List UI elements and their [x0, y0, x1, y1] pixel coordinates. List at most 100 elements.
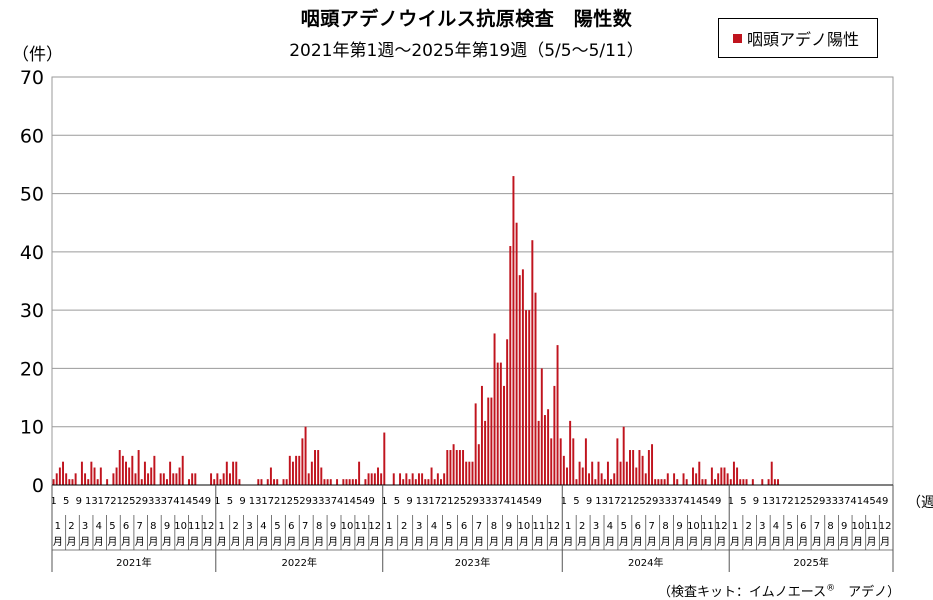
- bar: [710, 467, 713, 485]
- month-label: 7: [137, 521, 143, 532]
- week-tick-label: 41: [504, 496, 517, 507]
- month-suffix: 月: [176, 536, 186, 548]
- bar: [326, 479, 329, 485]
- bar: [556, 345, 559, 485]
- bar: [408, 479, 411, 485]
- bar: [181, 455, 184, 485]
- bar: [121, 455, 124, 485]
- bar: [499, 362, 502, 485]
- bar: [597, 461, 600, 485]
- bar: [266, 479, 269, 485]
- bar: [188, 479, 190, 485]
- month-suffix: 月: [272, 536, 282, 548]
- bar: [714, 479, 717, 485]
- y-tick-label: 30: [20, 300, 44, 322]
- bar: [345, 479, 348, 485]
- month-label: 11: [701, 521, 714, 532]
- bar: [65, 473, 68, 485]
- bar: [282, 479, 285, 485]
- bar: [594, 479, 597, 485]
- bar: [572, 438, 575, 485]
- week-tick-label: 1: [728, 496, 734, 507]
- month-suffix: 月: [633, 536, 643, 548]
- month-suffix: 月: [661, 536, 671, 548]
- year-label: 2023年: [455, 556, 490, 569]
- bar: [295, 455, 298, 485]
- bar: [569, 420, 572, 485]
- month-suffix: 月: [853, 536, 863, 548]
- bar: [503, 385, 505, 485]
- bar: [622, 426, 625, 485]
- week-tick-label: 9: [406, 496, 412, 507]
- week-tick-label: 45: [350, 496, 363, 507]
- week-tick-label: 21: [620, 496, 633, 507]
- month-label: 6: [800, 521, 806, 532]
- month-suffix: 月: [716, 536, 726, 548]
- bar: [58, 467, 61, 485]
- week-tick-label: 1: [214, 496, 220, 507]
- month-label: 1: [55, 521, 61, 532]
- year-label: 2024年: [628, 556, 663, 569]
- y-tick-label: 50: [20, 184, 44, 206]
- bar: [559, 438, 562, 485]
- bar: [638, 450, 641, 485]
- bar: [348, 479, 351, 485]
- month-suffix: 月: [489, 536, 499, 548]
- month-suffix: 月: [812, 536, 822, 548]
- legend: 咽頭アデノ陽性: [718, 18, 878, 58]
- bar: [729, 479, 732, 485]
- bar: [452, 444, 455, 485]
- bar: [147, 473, 150, 485]
- month-label: 7: [302, 521, 308, 532]
- bar: [269, 467, 272, 485]
- month-suffix: 月: [66, 536, 76, 548]
- month-suffix: 月: [839, 536, 849, 548]
- bar: [298, 455, 301, 485]
- month-label: 3: [246, 521, 252, 532]
- bar: [660, 479, 663, 485]
- bar: [584, 438, 587, 485]
- month-suffix: 月: [429, 536, 439, 548]
- bar: [663, 479, 666, 485]
- bar: [216, 473, 219, 485]
- week-tick-label: 49: [876, 496, 889, 507]
- month-label: 9: [330, 521, 336, 532]
- bar: [657, 479, 660, 485]
- month-suffix: 月: [370, 536, 380, 548]
- month-label: 10: [174, 521, 187, 532]
- bar: [685, 479, 688, 485]
- month-label: 4: [260, 521, 266, 532]
- month-label: 6: [288, 521, 294, 532]
- bar: [417, 473, 420, 485]
- bar: [87, 479, 90, 485]
- bar: [131, 455, 134, 485]
- month-label: 12: [368, 521, 381, 532]
- month-suffix: 月: [880, 536, 890, 548]
- bar: [219, 479, 222, 485]
- bar: [191, 473, 194, 485]
- month-label: 2: [232, 521, 238, 532]
- bar: [71, 479, 74, 485]
- week-tick-label: 25: [800, 496, 813, 507]
- week-tick-label: 1: [561, 496, 567, 507]
- bar: [285, 479, 288, 485]
- bar: [74, 473, 77, 485]
- month-suffix: 月: [459, 536, 469, 548]
- y-tick-label: 0: [32, 475, 44, 497]
- week-tick-label: 21: [441, 496, 454, 507]
- bar: [125, 461, 127, 485]
- month-label: 3: [82, 521, 88, 532]
- week-tick-label: 1: [381, 496, 387, 507]
- bar: [175, 473, 178, 485]
- bar: [525, 310, 528, 485]
- bar: [726, 473, 729, 485]
- bar: [528, 310, 531, 485]
- bar: [613, 473, 616, 485]
- bar: [314, 450, 316, 485]
- month-suffix: 月: [356, 536, 366, 548]
- month-label: 5: [446, 521, 452, 532]
- bar: [455, 450, 458, 485]
- week-tick-label: 33: [479, 496, 492, 507]
- bar: [698, 461, 701, 485]
- week-tick-label: 21: [787, 496, 800, 507]
